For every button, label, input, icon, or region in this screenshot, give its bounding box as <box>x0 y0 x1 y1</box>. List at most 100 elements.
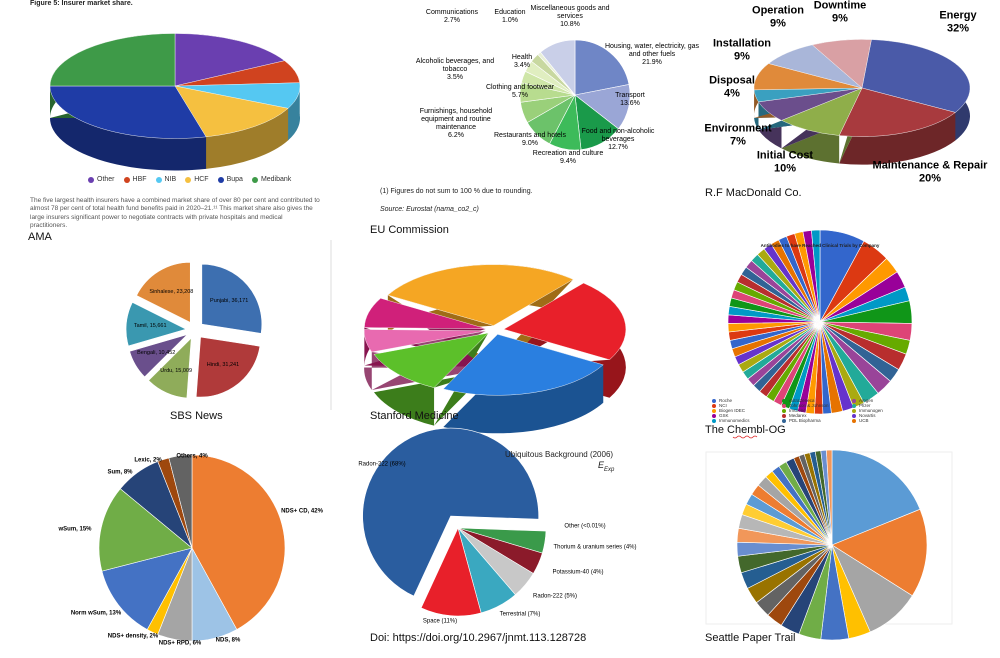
legend-swatch <box>782 418 786 423</box>
chart-title: Ubiquitous Background (2006) <box>505 450 614 459</box>
legend-item: HCF <box>185 176 209 183</box>
legend-item: Johnson & Johnson <box>782 403 843 408</box>
legend-label: Medarex <box>789 413 807 418</box>
legend-item: Novartis <box>852 413 913 418</box>
slice <box>148 337 192 399</box>
slice-label: Alcoholic beverages, and tobacco 3.5% <box>408 58 503 82</box>
slice-label: Sum, 8% <box>80 470 160 477</box>
value-label: 9% <box>770 17 786 29</box>
value-label: 9.4% <box>560 158 576 165</box>
category-label: Operation <box>752 4 804 17</box>
slice-label: Furnishings, household equipment and rou… <box>409 108 504 140</box>
value-label: 10.8% <box>560 21 580 29</box>
slice-label: Potassium-40 (4%) <box>533 570 623 577</box>
slice-label: Space (11%) <box>395 619 485 626</box>
slice-label: Clothing and footwear 5.7% <box>473 84 568 100</box>
slice <box>826 449 833 546</box>
legend-label: HCF <box>194 176 209 183</box>
chart-title: Figure 5: Insurer market share. <box>30 0 133 7</box>
category-label: Initial Cost <box>756 149 814 162</box>
slice <box>101 547 193 630</box>
legend-item: Immunogen <box>852 408 913 413</box>
slice <box>831 508 928 597</box>
slice-label: Terrestrial (7%) <box>475 612 565 619</box>
category-label: Furnishings, household equipment and rou… <box>419 107 493 131</box>
category-label: Housing, water, electricity, gas and oth… <box>604 42 700 58</box>
value-label: 13.6% <box>620 100 640 107</box>
legend-swatch <box>712 403 716 408</box>
slice-label: wSum, 15% <box>35 527 115 534</box>
legend-label: Immunomedics <box>719 418 750 423</box>
category-label: Energy <box>939 9 977 22</box>
slice-label: Environment 7% <box>673 122 803 147</box>
subscript: Exp <box>604 466 615 473</box>
legend-item: ImClone <box>782 408 843 413</box>
subtitle: EExp <box>598 460 614 473</box>
category-label: Education <box>494 8 526 16</box>
slice-label: Recreation and culture 9.4% <box>521 150 616 166</box>
legend-label: Johnson & Johnson <box>789 403 829 408</box>
caption: Seattle Paper Trail <box>705 632 796 644</box>
legend-item: NCI <box>712 403 773 408</box>
legend-item: Roche <box>712 398 773 403</box>
legend-item: NIB <box>155 176 176 183</box>
legend-label: Other <box>97 176 115 183</box>
legend: Roche NCI Biogen IDEC GSK Immunomedics AstraZ… <box>712 398 922 423</box>
note: Source: Eurostat (nama_co2_c) <box>380 206 479 213</box>
caption: AMA <box>28 231 52 243</box>
legend-item: GSK <box>712 413 773 418</box>
label-text: NDS, 8% <box>215 637 241 644</box>
category-label: Food and non-alcoholic beverages <box>581 127 655 143</box>
note: The five largest health insurers have a … <box>30 197 320 230</box>
label-text: Punjabi, 36,171 <box>210 297 249 304</box>
legend-swatch <box>155 176 162 183</box>
slice <box>574 39 630 96</box>
legend: Other HBF NIB HCF Bupa Medibank <box>88 176 348 183</box>
category-label: Maintenance & Repair <box>872 159 988 172</box>
category-label: Disposal <box>709 74 755 87</box>
legend-swatch <box>782 408 786 413</box>
slice <box>362 427 539 597</box>
spell-underline <box>732 435 758 439</box>
slice-label: NDS+ CD, 42% <box>262 509 342 516</box>
legend-item: PDL Biopharma <box>782 418 843 423</box>
slice-label: Others, 4% <box>152 454 232 461</box>
slice <box>195 336 261 398</box>
legend-swatch <box>712 418 716 423</box>
legend-item: Bupa <box>217 176 243 183</box>
value-label: 21.9% <box>642 59 662 67</box>
label-text: wSum, 15% <box>58 526 92 533</box>
slice <box>129 334 188 378</box>
value-label: 9.0% <box>522 140 538 147</box>
label-text: Thorium & uranium series (4%) <box>553 544 637 551</box>
label-text: Space (11%) <box>422 618 458 625</box>
caption: Doi: https://doi.org/10.2967/jnmt.113.12… <box>370 632 587 644</box>
slice-label: Thorium & uranium series (4%) <box>550 545 640 552</box>
value-label: 6.2% <box>448 132 464 140</box>
slice <box>387 264 574 326</box>
legend-label: AstraZeneca <box>789 398 815 403</box>
legend-label: UCB <box>859 418 869 423</box>
label-text: Potassium-40 (4%) <box>552 569 604 576</box>
slice <box>174 33 285 87</box>
legend-label: Roche <box>719 398 733 403</box>
legend-label: Pfizer <box>859 403 871 408</box>
slice <box>420 527 482 617</box>
legend-label: Novartis <box>859 413 876 418</box>
slice <box>201 263 263 334</box>
slice <box>191 454 286 630</box>
legend-swatch <box>782 403 786 408</box>
slice-label: Punjabi, 36,171 <box>207 298 252 304</box>
label-text: Other (<0.01%) <box>564 523 606 530</box>
legend-label: PDL Biopharma <box>789 418 821 423</box>
value-label: 12.7% <box>608 144 628 152</box>
slice-label: Housing, water, electricity, gas and oth… <box>605 43 700 67</box>
slice-label: Radon-222 (68%) <box>337 462 427 469</box>
value-label: 3.5% <box>447 74 463 82</box>
legend-swatch <box>852 418 856 423</box>
slice-label: Maintenance & Repair 20% <box>865 159 995 184</box>
value-label: 10% <box>773 162 797 174</box>
slice <box>125 301 187 347</box>
slice-label: Lexic, 2% <box>108 458 188 465</box>
slice <box>363 329 487 353</box>
